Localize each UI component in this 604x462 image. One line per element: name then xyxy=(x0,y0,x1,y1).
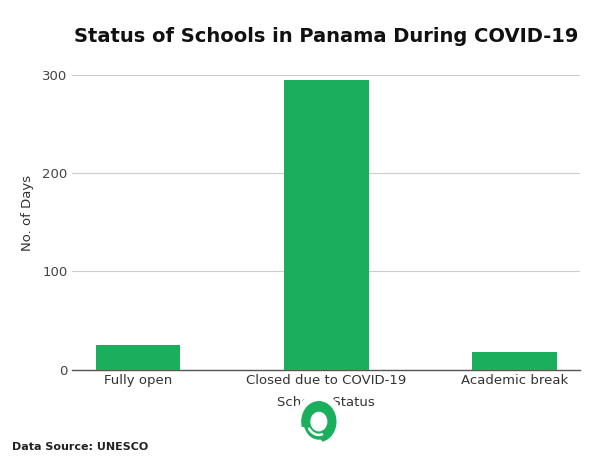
Circle shape xyxy=(302,402,336,441)
Text: Data Source: UNESCO: Data Source: UNESCO xyxy=(12,443,149,452)
Y-axis label: No. of Days: No. of Days xyxy=(21,175,34,250)
Bar xyxy=(472,352,557,370)
Text: coursetakers: coursetakers xyxy=(387,412,541,432)
Bar xyxy=(95,345,180,370)
Bar xyxy=(284,80,368,370)
X-axis label: Schools Status: Schools Status xyxy=(277,396,375,409)
Circle shape xyxy=(295,394,342,449)
Circle shape xyxy=(311,413,327,431)
Title: Status of Schools in Panama During COVID-19: Status of Schools in Panama During COVID… xyxy=(74,26,579,46)
